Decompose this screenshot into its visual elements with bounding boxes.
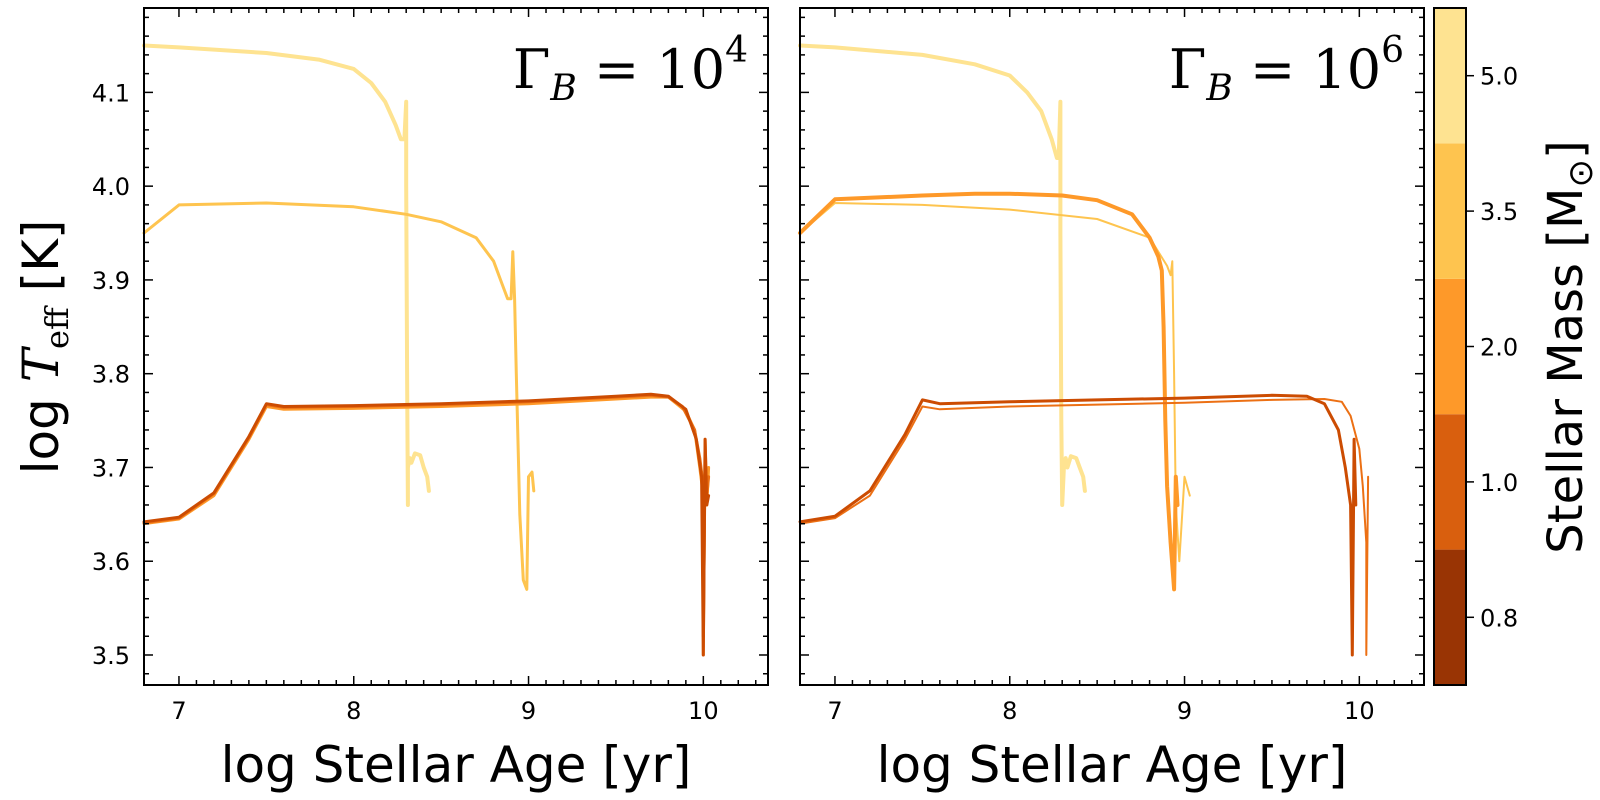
x-tick-label: 9 <box>1177 697 1192 725</box>
y-tick-label: 3.6 <box>92 548 130 576</box>
tick-layer: 7 8 9 10 3.5 3.6 3.7 3.8 3.9 4.0 4.1 <box>92 8 768 725</box>
x-tick-label: 8 <box>346 697 361 725</box>
x-tick-label: 7 <box>171 697 186 725</box>
tick-layer: 7 8 9 10 <box>800 8 1424 725</box>
colorbar: 0.8 1.0 2.0 3.5 5.0 Stellar Mass [M⊙] <box>1433 7 1600 686</box>
colorbar-tick-label: 3.5 <box>1480 198 1518 226</box>
series-line-mass-5 <box>798 43 1087 507</box>
colorbar-blocks <box>1434 8 1466 685</box>
series-layer <box>798 43 1370 657</box>
series-line-mass-1 <box>142 393 711 638</box>
panel-gamma-1e4: 7 8 9 10 3.5 3.6 3.7 3.8 3.9 4.0 4.1 ΓB = 104 log … <box>12 7 769 794</box>
gamma-annotation: ΓB = 106 <box>1169 30 1404 109</box>
series-line-mass-2 <box>798 191 1180 592</box>
colorbar-ticks: 0.8 1.0 2.0 3.5 5.0 <box>1466 63 1518 632</box>
gamma-annotation: ΓB = 104 <box>513 30 748 109</box>
colorbar-tick-label: 5.0 <box>1480 63 1518 91</box>
y-tick-label: 3.7 <box>92 454 130 482</box>
y-tick-label: 3.8 <box>92 361 130 389</box>
x-tick-label: 8 <box>1002 697 1017 725</box>
y-tick-label: 4.1 <box>92 79 130 107</box>
series-line-mass-1 <box>799 398 1370 656</box>
colorbar-block-3.5 <box>1434 143 1466 279</box>
panel-gamma-1e6: 7 8 9 10 ΓB = 106 log Stellar Age [yr] <box>798 7 1425 794</box>
y-tick-label: 3.9 <box>92 267 130 295</box>
x-tick-label: 10 <box>688 697 719 725</box>
colorbar-block-1.0 <box>1434 414 1466 550</box>
series-line-mass-0.8 <box>142 392 711 657</box>
plot-frame <box>143 7 769 686</box>
colorbar-block-2.0 <box>1434 278 1466 415</box>
x-tick-label: 10 <box>1344 697 1375 725</box>
series-line-mass-5 <box>142 43 431 507</box>
colorbar-block-0.8 <box>1434 549 1466 685</box>
x-axis-label: log Stellar Age [yr] <box>221 736 692 794</box>
y-tick-label: 4.0 <box>92 173 130 201</box>
colorbar-tick-label: 1.0 <box>1480 469 1518 497</box>
colorbar-tick-label: 0.8 <box>1480 604 1518 632</box>
x-tick-label: 9 <box>521 697 536 725</box>
plot-frame <box>799 7 1425 686</box>
y-axis-label: log Teff [K] <box>12 220 76 475</box>
colorbar-block-5.0 <box>1434 8 1466 144</box>
series-line-mass-2 <box>142 395 711 657</box>
colorbar-tick-label: 2.0 <box>1480 334 1518 362</box>
series-line-mass-0.8 <box>798 393 1358 657</box>
y-tick-label: 3.5 <box>92 642 130 670</box>
series-layer <box>142 43 711 657</box>
series-line-mass-3.5 <box>142 201 536 591</box>
colorbar-label: Stellar Mass [M⊙] <box>1538 140 1600 553</box>
x-axis-label: log Stellar Age [yr] <box>877 736 1348 794</box>
series-line-mass-3.5 <box>799 202 1191 563</box>
x-tick-label: 7 <box>827 697 842 725</box>
